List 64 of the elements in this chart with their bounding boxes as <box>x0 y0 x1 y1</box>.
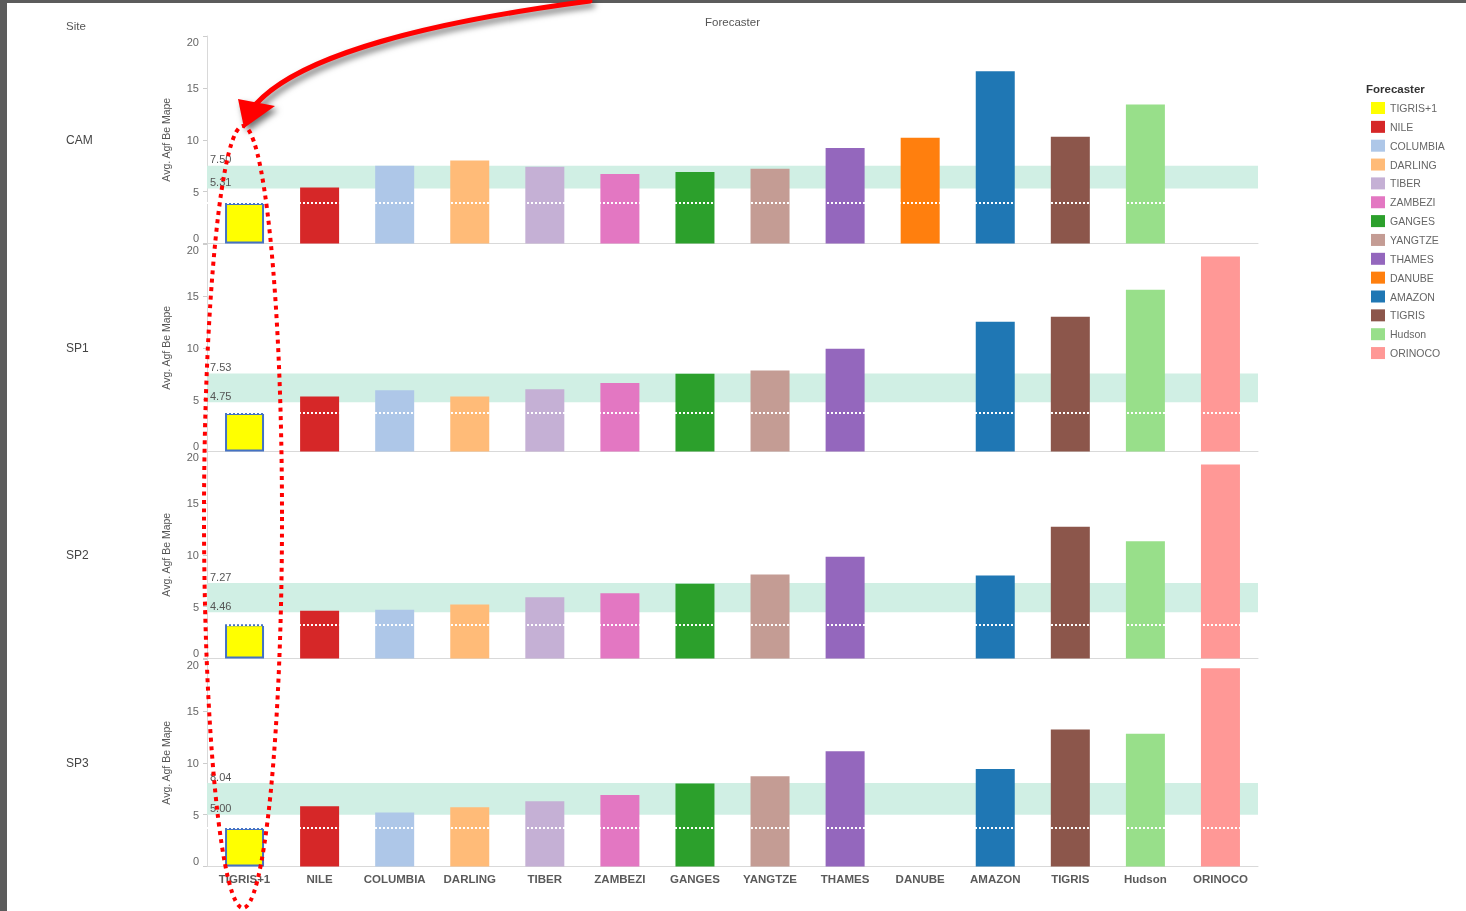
y-tick-label: 0 <box>192 439 199 452</box>
legend-label: Hudson <box>1390 328 1427 341</box>
legend-label: ORINOCO <box>1390 347 1441 360</box>
annotation: 7.27 <box>210 570 232 583</box>
legend-label: COLUMBIA <box>1390 139 1445 152</box>
annotation: 7.53 <box>210 360 232 373</box>
legend-label: GANGES <box>1390 215 1435 228</box>
y-axis-title: Avg. Agf Be Mape <box>159 720 172 805</box>
legend-label: NILE <box>1390 120 1414 133</box>
y-tick-label: 20 <box>186 35 199 48</box>
annotation: 4.46 <box>210 599 232 612</box>
x-tick-label: NILE <box>306 872 334 884</box>
x-tick-label: TIGRIS+1 <box>218 872 271 884</box>
x-tick-label: YANGTZE <box>743 872 798 884</box>
y-tick-label: 0 <box>192 854 199 867</box>
y-tick-label: 10 <box>186 548 199 561</box>
text: CAM <box>66 132 93 147</box>
x-tick-label: DANUBE <box>895 872 946 884</box>
y-tick-label: 0 <box>192 647 199 659</box>
annotation: 5.00 <box>210 801 232 814</box>
y-tick-label: 5 <box>192 393 199 406</box>
y-tick-label: 10 <box>186 756 199 769</box>
legend-label: DARLING <box>1390 158 1437 171</box>
x-tick-label: ORINOCO <box>1192 872 1248 884</box>
x-tick-label: GANGES <box>670 872 721 884</box>
y-axis-title: Avg. Agf Be Mape <box>159 305 172 390</box>
y-tick-label: 5 <box>192 600 199 613</box>
y-tick-label: 20 <box>186 658 199 670</box>
x-tick-label: AMAZON <box>970 872 1021 884</box>
y-tick-label: 15 <box>186 496 199 509</box>
legend-label: ZAMBEZI <box>1390 196 1436 209</box>
x-axis-title: Forecaster <box>705 16 761 28</box>
legend-label: THAMES <box>1390 252 1434 265</box>
legend-label: TIGRIS <box>1390 309 1426 322</box>
x-tick-label: COLUMBIA <box>363 872 426 884</box>
legend-label: TIGRIS+1 <box>1390 102 1438 114</box>
y-axis-title: Avg. Agf Be Mape <box>159 512 172 597</box>
annotation: 4.75 <box>210 389 232 402</box>
x-tick-label: THAMES <box>820 872 870 884</box>
y-tick-label: 0 <box>192 232 199 244</box>
y-tick-label: 15 <box>186 289 199 302</box>
x-tick-label: TIGRIS <box>1051 872 1090 884</box>
x-tick-label: ZAMBEZI <box>594 872 646 884</box>
text: Site <box>66 20 86 32</box>
y-tick-label: 20 <box>186 243 199 255</box>
text: SP2 <box>66 547 90 562</box>
legend-label: AMAZON <box>1390 290 1435 303</box>
legend-title: Forecaster <box>1366 83 1426 95</box>
y-tick-label: 5 <box>192 185 199 198</box>
y-axis-title: Avg. Agf Be Mape <box>159 97 172 182</box>
y-tick-label: 10 <box>186 341 199 354</box>
text: SP1 <box>66 340 90 355</box>
x-tick-label: Hudson <box>1123 872 1167 884</box>
legend-label: DANUBE <box>1390 271 1434 284</box>
text: SP3 <box>66 755 90 770</box>
legend-label: YANGTZE <box>1390 233 1439 246</box>
x-tick-label: DARLING <box>443 872 496 884</box>
y-tick-label: 15 <box>186 81 199 94</box>
legend-label: TIBER <box>1390 177 1422 190</box>
y-tick-label: 5 <box>192 808 199 821</box>
y-tick-label: 20 <box>186 450 199 463</box>
y-tick-label: 15 <box>186 704 199 717</box>
x-tick-label: TIBER <box>527 872 563 884</box>
y-tick-label: 10 <box>186 133 199 146</box>
